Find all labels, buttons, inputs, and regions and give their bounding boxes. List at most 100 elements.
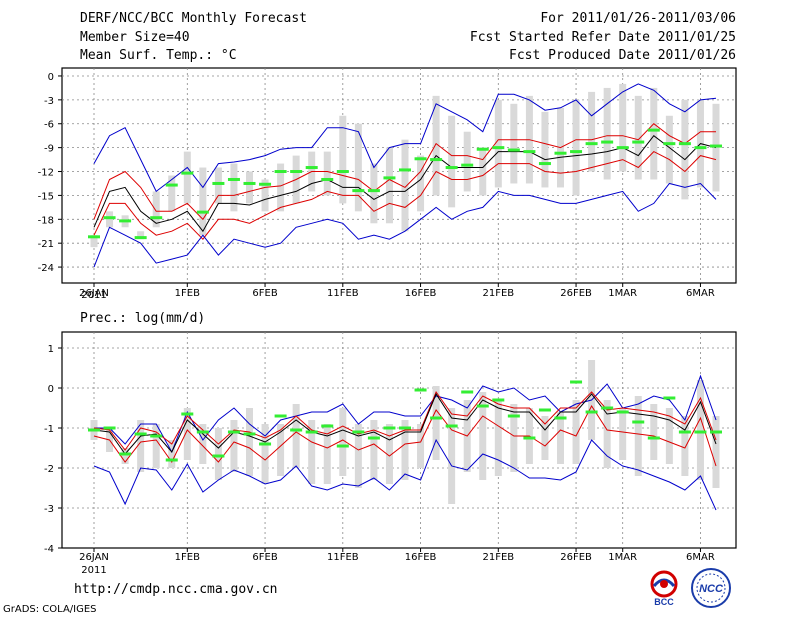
temp-range-box [572, 99, 580, 196]
prec-range-box [432, 386, 440, 460]
temp-range-box [417, 155, 425, 212]
prec-xtick-label: 21FEB [482, 552, 514, 563]
prec-range-box [292, 404, 300, 468]
temp-xtick-label: 1FEB [175, 288, 200, 299]
temp-ytick-label: -21 [38, 239, 54, 250]
ncc-logo-text: NCC [699, 583, 724, 595]
temp-range-box [432, 95, 440, 196]
prec-range-box [199, 424, 207, 464]
prec-range-box [603, 400, 611, 468]
temp-range-box [183, 151, 191, 204]
prec-year-label: 2011 [81, 565, 106, 576]
prec-range-box [541, 416, 549, 460]
temp-ytick-label: -15 [38, 191, 54, 202]
prec-range-box [121, 448, 129, 464]
prec-ytick-label: -4 [44, 544, 54, 555]
temp-range-box [230, 163, 238, 212]
temp-range-box [634, 95, 642, 180]
prec-xtick-label: 26JAN [79, 552, 109, 563]
prec-range-box [479, 392, 487, 480]
temp-range-box [199, 167, 207, 236]
temp-year-label: 2011 [81, 290, 106, 301]
temp-range-box [106, 211, 114, 228]
prec-range-box [230, 420, 238, 472]
temp-range-box [385, 147, 393, 224]
temp-xtick-label: 26FEB [560, 288, 592, 299]
prec-range-box [634, 396, 642, 476]
prec-range-box [323, 424, 331, 484]
ncc-logo: NCC [691, 568, 731, 608]
temp-range-box [448, 115, 456, 208]
temp-range-box [494, 99, 502, 188]
prec-range-box [168, 440, 176, 468]
temp-range-box [712, 103, 720, 192]
temp-range-box [650, 87, 658, 180]
temp-ytick-label: -3 [44, 96, 54, 107]
prec-min-line [93, 438, 717, 511]
prec-range-box [183, 408, 191, 460]
temp-range-box [541, 111, 549, 188]
prec-xtick-label: 6FEB [252, 552, 277, 563]
temp-range-box [261, 179, 269, 212]
temp-ytick-label: -24 [38, 263, 54, 274]
forecast-produced-date: Fcst Produced Date 2011/01/26 [509, 48, 736, 63]
temp-range-box [339, 115, 347, 204]
temp-xtick-label: 16FEB [405, 288, 437, 299]
prec-range-box [448, 408, 456, 504]
prec-range-box [494, 400, 502, 476]
prec-range-box [557, 412, 564, 464]
variable-label: Mean Surf. Temp.: °C [80, 48, 237, 63]
prec-range-box [137, 420, 145, 472]
temp-range-box [152, 191, 160, 228]
prec-range-box [681, 416, 689, 476]
prec-xtick-label: 11FEB [327, 552, 359, 563]
prec-title: Prec.: log(mm/d) [80, 311, 205, 326]
temp-xtick-label: 6MAR [686, 288, 715, 299]
prec-range-box [308, 420, 316, 484]
prec-range-box [152, 424, 160, 468]
prec-ytick-label: 1 [48, 344, 54, 355]
temp-range-box [90, 235, 98, 248]
temp-xtick-label: 6FEB [252, 288, 277, 299]
footer-url[interactable]: http://cmdp.ncc.cma.gov.cn [74, 582, 278, 597]
temp-range-box [354, 123, 362, 212]
temp-range-box [603, 87, 611, 180]
temp-range-box [463, 131, 471, 192]
temp-range-box [681, 99, 689, 200]
prec-frame [61, 331, 737, 549]
forecast-period: For 2011/01/26-2011/03/06 [540, 11, 736, 26]
temp-range-box [168, 175, 176, 212]
temp-xtick-label: 21FEB [482, 288, 514, 299]
prec-range-box [261, 424, 269, 484]
temp-range-box [510, 103, 518, 184]
prec-range-box [417, 424, 425, 468]
prec-range-box [354, 424, 362, 488]
temp-range-box [401, 139, 409, 232]
temp-frame [61, 67, 737, 284]
prec-range-box [696, 380, 704, 480]
prec-ytick-label: -1 [44, 424, 54, 435]
bcc-logo: BCC [650, 570, 678, 607]
temp-ytick-label: -18 [38, 215, 54, 226]
prec-range-box [370, 420, 378, 480]
prec-range-box [572, 400, 580, 464]
temp-upper-line [93, 123, 716, 221]
temp-max-line [93, 83, 717, 193]
temp-lower-line [93, 150, 717, 240]
prec-range-box [339, 408, 347, 476]
temp-range-box [323, 151, 331, 196]
prec-lower-line [93, 405, 717, 467]
temp-min-line [93, 182, 717, 268]
prec-range-box [650, 404, 658, 460]
temp-range-box [588, 91, 596, 172]
prec-xtick-label: 16FEB [405, 552, 437, 563]
prec-ytick-label: -2 [44, 464, 54, 475]
prec-ytick-label: -3 [44, 504, 54, 515]
temp-xtick-label: 11FEB [327, 288, 359, 299]
prec-ytick-label: 0 [48, 384, 54, 395]
prec-range-box [246, 408, 253, 476]
temp-ytick-label: 0 [48, 72, 54, 83]
temp-range-box [246, 171, 253, 204]
prec-range-box [401, 420, 409, 480]
temp-xtick-label: 1MAR [608, 288, 637, 299]
